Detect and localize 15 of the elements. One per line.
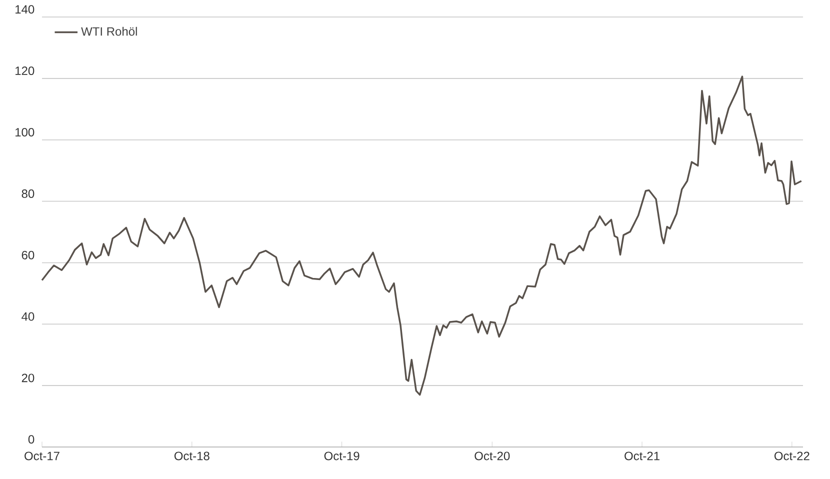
y-tick-label: 40 — [22, 312, 34, 321]
x-tick-label: Oct-22 — [774, 452, 810, 460]
y-tick-label: 80 — [22, 189, 34, 198]
x-tick-label: Oct-19 — [324, 452, 360, 460]
x-tick-label: Oct-21 — [624, 452, 660, 460]
y-tick-label: 60 — [22, 250, 34, 260]
legend-label: WTI Rohöl — [81, 26, 137, 36]
y-tick-label: 0 — [28, 435, 34, 444]
y-tick-label: 140 — [16, 5, 34, 14]
x-tick-label: Oct-17 — [24, 452, 60, 460]
y-tick-label: 120 — [16, 66, 34, 76]
y-tick-label: 100 — [16, 128, 34, 136]
x-tick-label: Oct-18 — [174, 452, 210, 460]
y-tick-label: 20 — [22, 374, 34, 382]
x-tick-label: Oct-20 — [474, 452, 510, 460]
